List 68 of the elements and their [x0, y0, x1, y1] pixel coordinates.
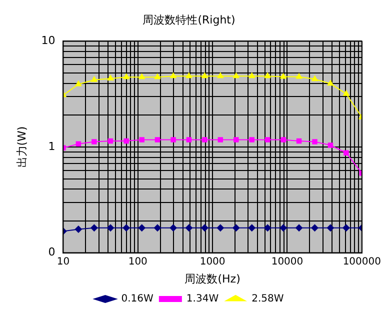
point [185, 224, 192, 232]
point [216, 224, 224, 232]
point [249, 137, 254, 142]
point [248, 72, 255, 78]
legend-label: 0.16W [121, 294, 154, 305]
point [91, 76, 98, 82]
y-tick-label: 0 [48, 246, 56, 259]
point [122, 224, 130, 232]
point [296, 224, 303, 232]
point [186, 137, 192, 142]
point [170, 137, 176, 142]
point [343, 90, 350, 96]
point [202, 72, 208, 78]
point [328, 142, 334, 148]
point [296, 138, 302, 144]
point [154, 74, 161, 80]
x-tick-label: 10 [56, 256, 70, 268]
point [201, 224, 208, 232]
point [154, 137, 160, 142]
point [124, 138, 129, 144]
point [75, 80, 82, 86]
point [233, 72, 240, 78]
point [312, 139, 318, 144]
point [202, 137, 208, 142]
point [170, 72, 176, 78]
point [107, 75, 114, 81]
point [327, 80, 334, 86]
x-tick-label: 10000 [271, 256, 304, 268]
point [326, 224, 334, 232]
point [186, 72, 192, 78]
chart-title: 周波数特性(Right) [142, 13, 236, 26]
point [123, 74, 130, 80]
point [138, 224, 146, 232]
point [218, 137, 224, 142]
legend-label: 1.34W [186, 294, 219, 305]
point [248, 224, 256, 232]
point [74, 226, 82, 233]
x-axis-title: 周波数(Hz) [184, 272, 240, 286]
point [342, 224, 350, 232]
y-tick-label: 10 [41, 34, 56, 48]
point [311, 224, 318, 232]
point [264, 72, 271, 78]
point [232, 224, 240, 232]
y-axis-title: 出力(W) [15, 126, 28, 168]
point [92, 139, 97, 144]
point [296, 73, 302, 79]
x-tick-label: 100000 [342, 256, 382, 268]
point [76, 141, 82, 147]
point [170, 224, 177, 232]
point [280, 224, 287, 232]
point [90, 224, 98, 232]
point [280, 73, 286, 79]
point [108, 138, 114, 144]
point [138, 74, 145, 80]
point [154, 224, 161, 232]
point [344, 150, 349, 156]
point [234, 137, 239, 142]
point [107, 224, 114, 232]
point [264, 224, 272, 232]
point [139, 137, 144, 142]
legend-label: 2.58W [252, 294, 284, 305]
x-tick-label: 100 [128, 256, 148, 268]
point [280, 137, 286, 142]
x-tick-label: 1000 [200, 256, 226, 268]
point [264, 137, 270, 142]
point [312, 76, 318, 82]
y-tick-label: 1 [48, 140, 56, 153]
point [217, 72, 224, 78]
